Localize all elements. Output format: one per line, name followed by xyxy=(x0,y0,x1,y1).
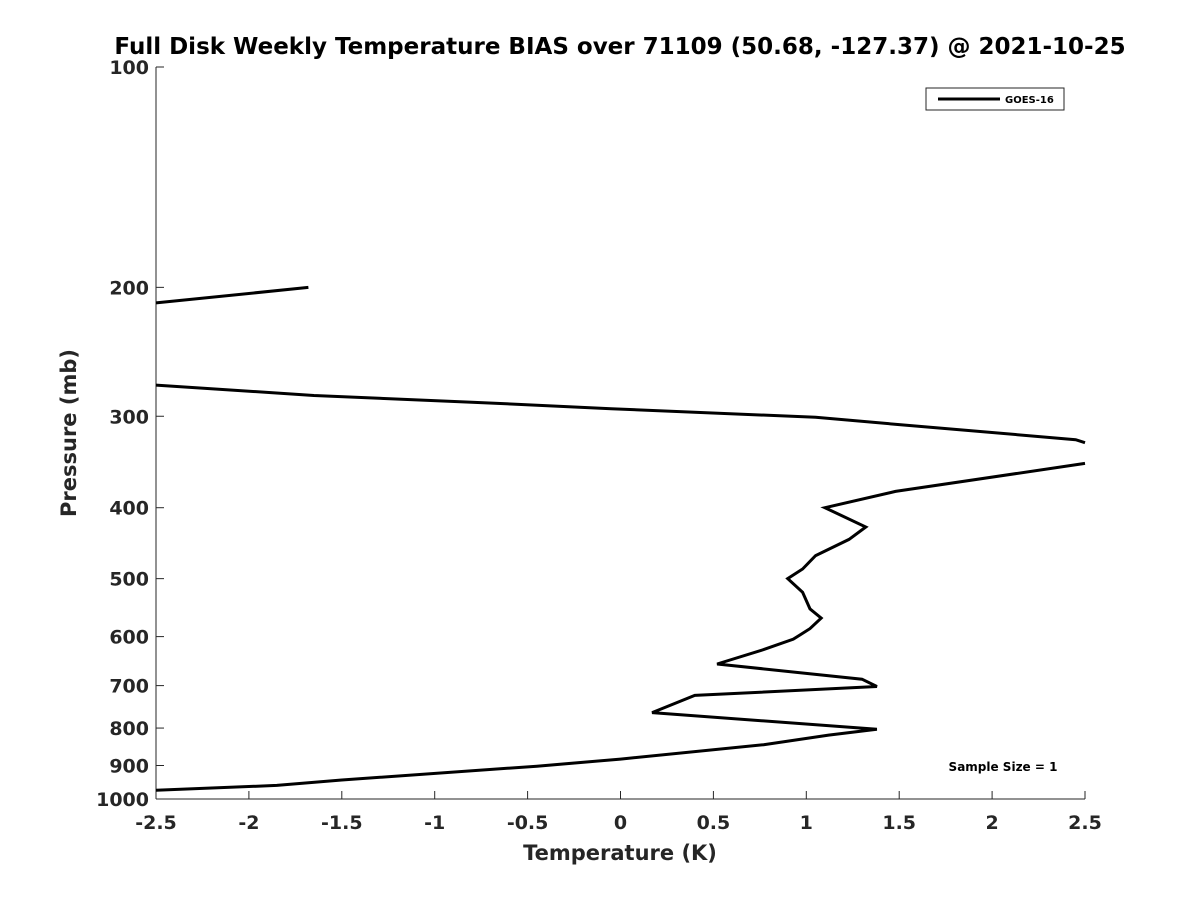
legend: GOES-16 xyxy=(925,87,1065,111)
y-tick-label: 1000 xyxy=(96,789,149,811)
x-tick-label: 1.5 xyxy=(882,812,916,834)
x-axis-label: Temperature (K) xyxy=(523,841,717,865)
y-tick-label: 300 xyxy=(109,406,149,428)
sample-size-annotation: Sample Size = 1 xyxy=(949,760,1058,774)
series-line-segment xyxy=(155,383,1086,445)
x-tick-label: -0.5 xyxy=(507,812,549,834)
plot-frame xyxy=(155,67,1085,800)
series-line-segment xyxy=(155,461,1086,792)
y-tick-label: 200 xyxy=(109,277,149,299)
legend-label: GOES-16 xyxy=(1005,95,1054,106)
y-tick-label: 500 xyxy=(109,569,149,591)
y-tick-label: 800 xyxy=(109,718,149,740)
y-axis-label: Pressure (mb) xyxy=(57,349,81,517)
x-tick-label: 0 xyxy=(614,812,627,834)
y-tick-label: 100 xyxy=(109,57,149,79)
y-tick-label: 700 xyxy=(109,676,149,698)
y-tick-label: 400 xyxy=(109,498,149,520)
y-ticks: 100 200 300 400 500 600 700 800 900 1000 xyxy=(96,57,164,811)
x-tick-label: 2.5 xyxy=(1068,812,1102,834)
y-tick-label: 900 xyxy=(109,756,149,778)
series-line-segment xyxy=(155,285,309,305)
x-tick-label: 1 xyxy=(800,812,813,834)
x-ticks: -2.5 -2 -1.5 -1 -0.5 0 0.5 1 1.5 2 2.5 xyxy=(135,791,1102,834)
x-tick-label: -2 xyxy=(238,812,259,834)
y-tick-label: 600 xyxy=(109,627,149,649)
x-tick-label: 0.5 xyxy=(697,812,731,834)
x-tick-label: -1 xyxy=(424,812,445,834)
x-tick-label: 2 xyxy=(985,812,998,834)
x-tick-label: -2.5 xyxy=(135,812,177,834)
x-tick-label: -1.5 xyxy=(321,812,363,834)
chart-title: Full Disk Weekly Temperature BIAS over 7… xyxy=(114,34,1125,60)
series-layer xyxy=(155,285,1086,792)
